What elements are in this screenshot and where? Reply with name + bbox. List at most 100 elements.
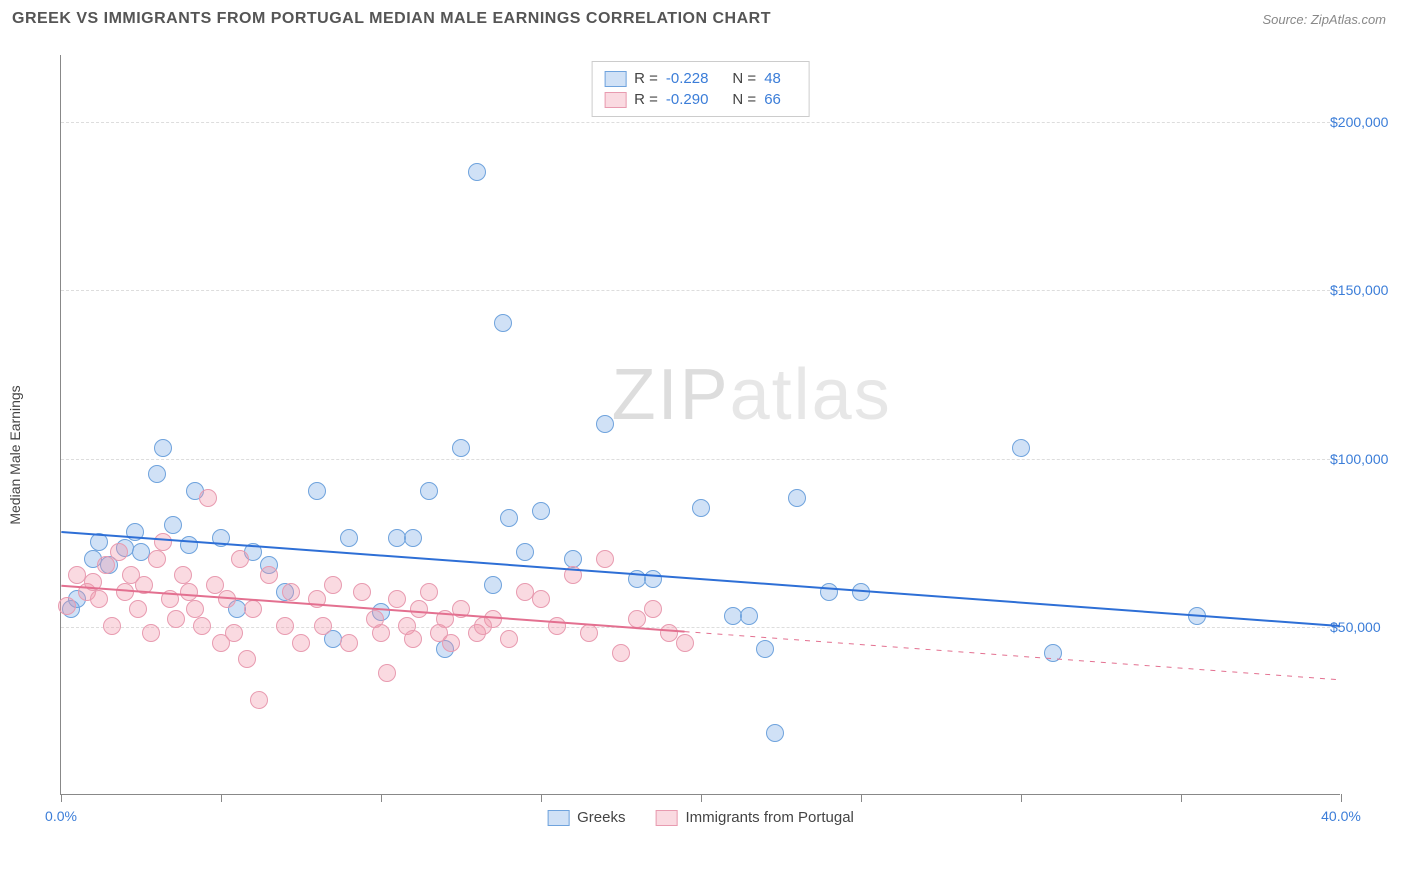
x-tick xyxy=(1181,794,1182,802)
legend-item-greeks: Greeks xyxy=(547,809,625,826)
x-tick xyxy=(381,794,382,802)
r-label: R = xyxy=(634,70,658,87)
n-label: N = xyxy=(732,70,756,87)
data-point-greeks xyxy=(1188,607,1206,625)
data-point-portugal xyxy=(548,617,566,635)
data-point-portugal xyxy=(260,566,278,584)
data-point-portugal xyxy=(103,617,121,635)
data-point-portugal xyxy=(340,634,358,652)
y-tick-label: $50,000 xyxy=(1330,619,1400,635)
gridline xyxy=(61,122,1340,123)
data-point-greeks xyxy=(164,516,182,534)
legend-item-portugal: Immigrants from Portugal xyxy=(655,809,853,826)
data-point-portugal xyxy=(135,576,153,594)
data-point-portugal xyxy=(372,624,390,642)
gridline xyxy=(61,627,1340,628)
data-point-portugal xyxy=(174,566,192,584)
watermark: ZIPatlas xyxy=(612,354,892,436)
data-point-greeks xyxy=(644,570,662,588)
trend-lines xyxy=(61,55,1340,794)
data-point-greeks xyxy=(852,583,870,601)
data-point-portugal xyxy=(58,597,76,615)
x-tick xyxy=(221,794,222,802)
r-value-greeks: -0.228 xyxy=(666,70,709,87)
x-tick xyxy=(1021,794,1022,802)
header: GREEK VS IMMIGRANTS FROM PORTUGAL MEDIAN… xyxy=(0,0,1406,38)
data-point-portugal xyxy=(314,617,332,635)
data-point-portugal xyxy=(250,691,268,709)
data-point-portugal xyxy=(596,550,614,568)
data-point-portugal xyxy=(129,600,147,618)
gridline xyxy=(61,290,1340,291)
data-point-portugal xyxy=(186,600,204,618)
chart-container: Median Male Earnings ZIPatlas R = -0.228… xyxy=(50,55,1390,855)
data-point-greeks xyxy=(212,529,230,547)
n-value-portugal: 66 xyxy=(764,91,781,108)
data-point-portugal xyxy=(218,590,236,608)
data-point-portugal xyxy=(231,550,249,568)
data-point-greeks xyxy=(340,529,358,547)
swatch-greeks-icon xyxy=(547,810,569,826)
x-tick xyxy=(701,794,702,802)
data-point-portugal xyxy=(225,624,243,642)
data-point-portugal xyxy=(142,624,160,642)
data-point-portugal xyxy=(474,617,492,635)
data-point-portugal xyxy=(199,489,217,507)
data-point-portugal xyxy=(116,583,134,601)
trendline-extrapolated-portugal xyxy=(685,632,1340,680)
n-label: N = xyxy=(732,91,756,108)
data-point-greeks xyxy=(90,533,108,551)
source-attribution: Source: ZipAtlas.com xyxy=(1262,12,1386,27)
data-point-greeks xyxy=(532,502,550,520)
data-point-portugal xyxy=(564,566,582,584)
data-point-portugal xyxy=(110,543,128,561)
data-point-greeks xyxy=(180,536,198,554)
data-point-portugal xyxy=(282,583,300,601)
data-point-greeks xyxy=(500,509,518,527)
watermark-prefix: ZIP xyxy=(612,355,730,435)
legend-label-greeks: Greeks xyxy=(577,809,625,826)
data-point-greeks xyxy=(692,499,710,517)
data-point-greeks xyxy=(404,529,422,547)
data-point-greeks xyxy=(788,489,806,507)
data-point-portugal xyxy=(644,600,662,618)
r-value-portugal: -0.290 xyxy=(666,91,709,108)
data-point-portugal xyxy=(612,644,630,662)
data-point-portugal xyxy=(628,610,646,628)
swatch-portugal-icon xyxy=(655,810,677,826)
data-point-portugal xyxy=(410,600,428,618)
data-point-greeks xyxy=(756,640,774,658)
n-value-greeks: 48 xyxy=(764,70,781,87)
data-point-portugal xyxy=(378,664,396,682)
legend-stats-row-greeks: R = -0.228 N = 48 xyxy=(604,68,797,89)
data-point-greeks xyxy=(516,543,534,561)
data-point-portugal xyxy=(660,624,678,642)
r-label: R = xyxy=(634,91,658,108)
data-point-greeks xyxy=(1012,439,1030,457)
x-tick xyxy=(61,794,62,802)
data-point-portugal xyxy=(161,590,179,608)
data-point-portugal xyxy=(676,634,694,652)
data-point-portugal xyxy=(167,610,185,628)
data-point-greeks xyxy=(596,415,614,433)
data-point-greeks xyxy=(126,523,144,541)
data-point-portugal xyxy=(420,583,438,601)
data-point-greeks xyxy=(564,550,582,568)
data-point-greeks xyxy=(148,465,166,483)
data-point-portugal xyxy=(180,583,198,601)
x-tick xyxy=(861,794,862,802)
plot-area: ZIPatlas R = -0.228 N = 48 R = -0.290 N … xyxy=(60,55,1340,795)
data-point-portugal xyxy=(442,634,460,652)
data-point-portugal xyxy=(292,634,310,652)
swatch-greeks xyxy=(604,71,626,87)
data-point-portugal xyxy=(436,610,454,628)
data-point-greeks xyxy=(308,482,326,500)
data-point-portugal xyxy=(404,630,422,648)
legend-stats: R = -0.228 N = 48 R = -0.290 N = 66 xyxy=(591,61,810,117)
data-point-greeks xyxy=(1044,644,1062,662)
data-point-portugal xyxy=(388,590,406,608)
data-point-portugal xyxy=(244,600,262,618)
data-point-portugal xyxy=(90,590,108,608)
data-point-greeks xyxy=(494,314,512,332)
x-tick xyxy=(1341,794,1342,802)
